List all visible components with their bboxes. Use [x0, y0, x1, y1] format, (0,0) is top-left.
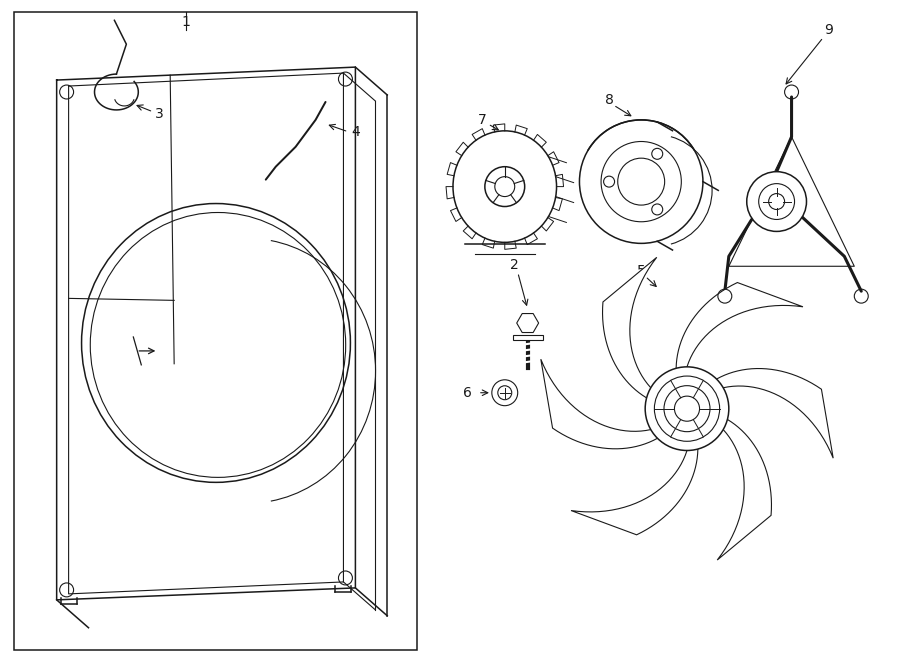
Text: 8: 8	[605, 93, 614, 107]
Text: 6: 6	[464, 386, 472, 400]
Polygon shape	[729, 137, 854, 266]
Ellipse shape	[453, 131, 556, 243]
Polygon shape	[541, 359, 665, 449]
Bar	[14, 13, 417, 650]
Polygon shape	[571, 440, 698, 535]
Polygon shape	[709, 369, 833, 458]
Text: 2: 2	[510, 258, 519, 272]
Polygon shape	[602, 257, 657, 402]
Circle shape	[495, 176, 515, 196]
Circle shape	[580, 120, 703, 243]
Text: 9: 9	[824, 23, 832, 37]
Polygon shape	[517, 313, 538, 332]
Polygon shape	[717, 415, 771, 560]
Text: 1: 1	[182, 15, 191, 29]
Circle shape	[645, 367, 729, 451]
Text: 3: 3	[155, 107, 164, 121]
Circle shape	[491, 380, 518, 406]
Bar	[513, 335, 543, 340]
Text: 5: 5	[637, 264, 645, 278]
Text: 7: 7	[478, 113, 486, 127]
Circle shape	[747, 172, 806, 231]
Circle shape	[485, 167, 525, 206]
Polygon shape	[676, 282, 803, 377]
Text: 4: 4	[351, 125, 360, 139]
